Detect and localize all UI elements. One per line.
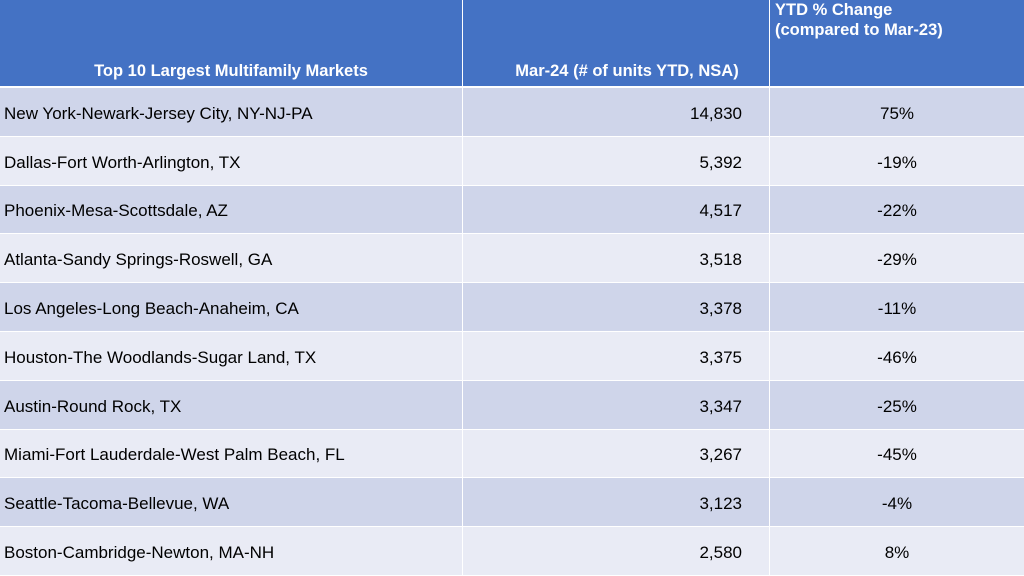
table-row: Boston-Cambridge-Newton, MA-NH 2,580 8% [0, 527, 1024, 576]
header-units-label: Mar-24 (# of units YTD, NSA) [515, 62, 739, 80]
cell-change: -29% [877, 250, 917, 270]
table-row: Miami-Fort Lauderdale-West Palm Beach, F… [0, 429, 1024, 479]
cell-units: 3,123 [463, 478, 770, 527]
cell-market: Houston-The Woodlands-Sugar Land, TX [0, 331, 463, 380]
header-market-label: Top 10 Largest Multifamily Markets [94, 62, 368, 80]
header-change-label-line1: YTD % Change [775, 1, 893, 19]
cell-units: 3,347 [463, 380, 770, 429]
cell-market: Phoenix-Mesa-Scottsdale, AZ [0, 185, 463, 234]
cell-market: Atlanta-Sandy Springs-Roswell, GA [0, 234, 463, 283]
cell-market: Seattle-Tacoma-Bellevue, WA [0, 478, 463, 527]
cell-change: -46% [877, 347, 917, 367]
cell-units: 14,830 [463, 88, 770, 136]
cell-units: 3,375 [463, 331, 770, 380]
header-units: Mar-24 (# of units YTD, NSA) [463, 0, 770, 86]
cell-change: 75% [879, 103, 915, 123]
header-change: YTD % Change (compared to Mar-23) [770, 0, 1024, 86]
cell-market: Dallas-Fort Worth-Arlington, TX [0, 136, 463, 185]
cell-change: -11% [877, 299, 917, 319]
table-row: Dallas-Fort Worth-Arlington, TX 5,392 -1… [0, 136, 1024, 186]
table-row: Phoenix-Mesa-Scottsdale, AZ 4,517 -22% [0, 185, 1024, 235]
cell-units: 4,517 [463, 185, 770, 234]
cell-units: 3,267 [463, 429, 770, 478]
cell-change: -22% [877, 201, 917, 221]
header-change-label-line2: (compared to Mar-23) [775, 21, 943, 39]
cell-market: New York-Newark-Jersey City, NY-NJ-PA [0, 88, 463, 136]
cell-market: Austin-Round Rock, TX [0, 380, 463, 429]
table-row: Houston-The Woodlands-Sugar Land, TX 3,3… [0, 331, 1024, 381]
cell-market: Boston-Cambridge-Newton, MA-NH [0, 527, 463, 575]
table-row: Austin-Round Rock, TX 3,347 -25% [0, 380, 1024, 430]
table-row: Seattle-Tacoma-Bellevue, WA 3,123 -4% [0, 478, 1024, 528]
cell-change: -45% [877, 445, 917, 465]
cell-units: 3,378 [463, 283, 770, 331]
cell-change: -4% [881, 494, 913, 514]
table-row: New York-Newark-Jersey City, NY-NJ-PA 14… [0, 88, 1024, 137]
cell-units: 2,580 [463, 527, 770, 575]
cell-change: 8% [884, 543, 910, 563]
table-header-row: Top 10 Largest Multifamily Markets Mar-2… [0, 0, 1024, 88]
cell-units: 5,392 [463, 136, 770, 185]
table-row: Atlanta-Sandy Springs-Roswell, GA 3,518 … [0, 234, 1024, 284]
header-market: Top 10 Largest Multifamily Markets [0, 0, 463, 86]
cell-change: -25% [877, 396, 917, 416]
cell-market: Los Angeles-Long Beach-Anaheim, CA [0, 283, 463, 331]
cell-change: -19% [877, 152, 917, 172]
table-row: Los Angeles-Long Beach-Anaheim, CA 3,378… [0, 283, 1024, 332]
cell-units: 3,518 [463, 234, 770, 283]
cell-market: Miami-Fort Lauderdale-West Palm Beach, F… [0, 429, 463, 478]
